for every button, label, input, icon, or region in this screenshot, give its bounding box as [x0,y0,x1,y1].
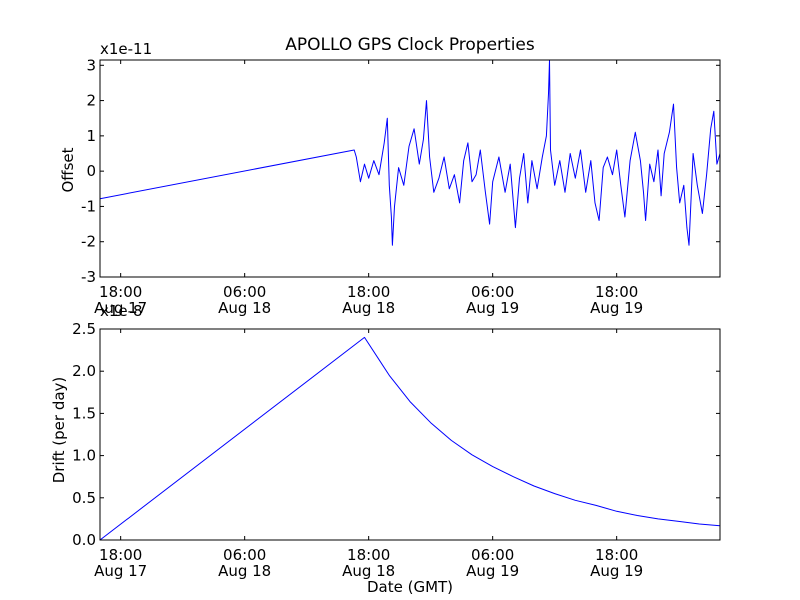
offset-xtick-date: Aug 19 [590,299,643,317]
offset-xtick-time: 06:00 [223,283,266,301]
drift-line [99,336,721,541]
drift-ytick-label: 2.5 [72,320,96,338]
chart-title: APOLLO GPS Clock Properties [285,35,535,55]
offset-ylabel: Offset [59,147,77,192]
offset-ytick-label: -3 [81,268,96,286]
drift-ylabel: Drift (per day) [50,377,68,484]
drift-xtick-date: Aug 17 [94,562,147,580]
drift-xtick-time: 18:00 [99,546,142,564]
offset-chart: APOLLO GPS Clock Properties x1e-11 Offse… [59,35,721,317]
drift-ytick-label: 1.0 [72,447,96,465]
drift-xlabel: Date (GMT) [367,578,453,596]
drift-ytick-label: 2.0 [72,362,96,380]
drift-ytick-label: 1.5 [72,404,96,422]
offset-multiplier: x1e-11 [100,40,152,58]
drift-y-axis: 0.0 0.5 1.0 1.5 2.0 2.5 [72,320,720,549]
offset-ytick-label: 0 [86,162,96,180]
offset-series [99,59,721,246]
drift-xtick-date: Aug 18 [342,562,395,580]
offset-xtick-time: 18:00 [99,283,142,301]
drift-series [99,336,721,541]
drift-xtick-time: 06:00 [471,546,514,564]
offset-xtick-time: 18:00 [347,283,390,301]
drift-xtick-time: 06:00 [223,546,266,564]
offset-plot-frame [99,59,721,278]
offset-line [99,59,721,246]
offset-ytick-label: 1 [86,127,96,145]
offset-ytick-label: 2 [86,92,96,110]
offset-y-axis: -3 -2 -1 0 1 2 3 [81,56,720,286]
drift-xtick-time: 18:00 [347,546,390,564]
offset-ytick-label: 3 [86,56,96,74]
drift-xtick-date: Aug 18 [218,562,271,580]
drift-xtick-time: 18:00 [595,546,638,564]
drift-plot-frame [99,328,721,541]
offset-xtick-date: Aug 17 [94,299,147,317]
drift-ytick-label: 0.5 [72,489,96,507]
offset-xtick-time: 06:00 [471,283,514,301]
offset-xtick-date: Aug 18 [342,299,395,317]
offset-xtick-date: Aug 18 [218,299,271,317]
offset-xtick-date: Aug 19 [466,299,519,317]
offset-ytick-label: -1 [81,197,96,215]
drift-ytick-label: 0.0 [72,531,96,549]
offset-ytick-label: -2 [81,233,96,251]
drift-xtick-date: Aug 19 [466,562,519,580]
drift-xtick-date: Aug 19 [590,562,643,580]
drift-chart: x1e-8 Drift (per day) Date (GMT) 0.0 0.5 1… [50,302,721,596]
offset-xtick-time: 18:00 [595,283,638,301]
drift-multiplier: x1e-8 [100,302,143,320]
